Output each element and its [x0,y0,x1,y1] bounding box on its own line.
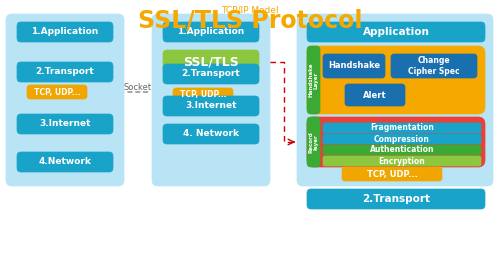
Text: TCP, UDP...: TCP, UDP... [366,169,418,178]
FancyBboxPatch shape [6,14,124,186]
FancyBboxPatch shape [17,22,113,42]
FancyBboxPatch shape [297,14,493,186]
Text: Handshake
Layer: Handshake Layer [308,63,319,97]
FancyBboxPatch shape [152,14,270,186]
FancyBboxPatch shape [307,117,485,167]
Text: 1.Application: 1.Application [32,28,98,36]
FancyBboxPatch shape [163,22,259,42]
Text: Compression: Compression [374,135,430,143]
Text: Change
Cipher Spec: Change Cipher Spec [408,56,460,76]
Text: 4.Network: 4.Network [38,158,92,166]
Text: Alert: Alert [363,91,387,99]
Text: 2.Transport: 2.Transport [362,194,430,204]
Text: TCP, UDP...: TCP, UDP... [180,91,226,99]
FancyBboxPatch shape [17,114,113,134]
FancyBboxPatch shape [163,96,259,116]
Text: Socket: Socket [124,84,152,92]
Text: 2.Transport: 2.Transport [182,69,240,79]
Text: 3.Internet: 3.Internet [39,120,91,128]
Text: 1.Application: 1.Application [178,28,244,36]
FancyBboxPatch shape [163,50,259,74]
FancyBboxPatch shape [27,85,87,99]
Text: TCP/IP Model: TCP/IP Model [221,6,279,14]
Text: SSL/TLS: SSL/TLS [183,55,239,69]
FancyBboxPatch shape [307,46,320,114]
FancyBboxPatch shape [323,145,481,155]
Text: Encryption: Encryption [378,157,426,166]
Text: Application: Application [362,27,430,37]
FancyBboxPatch shape [342,167,442,181]
FancyBboxPatch shape [173,88,233,102]
FancyBboxPatch shape [17,62,113,82]
Text: 2.Transport: 2.Transport [36,68,94,76]
FancyBboxPatch shape [17,152,113,172]
Text: 3.Internet: 3.Internet [185,102,237,110]
FancyBboxPatch shape [323,134,481,144]
FancyBboxPatch shape [323,123,481,133]
Text: Authentication: Authentication [370,146,434,154]
FancyBboxPatch shape [307,189,485,209]
FancyBboxPatch shape [307,117,320,167]
Text: 4. Network: 4. Network [183,129,239,139]
Text: SSL/TLS Protocol: SSL/TLS Protocol [138,8,362,32]
Text: Record
layer: Record layer [308,131,319,153]
FancyBboxPatch shape [323,156,481,166]
FancyBboxPatch shape [307,46,485,114]
FancyBboxPatch shape [323,54,385,78]
FancyBboxPatch shape [307,22,485,42]
FancyBboxPatch shape [391,54,477,78]
Text: Handshake: Handshake [328,61,380,70]
Text: Fragmentation: Fragmentation [370,124,434,132]
FancyBboxPatch shape [163,64,259,84]
FancyBboxPatch shape [163,124,259,144]
Text: TCP, UDP...: TCP, UDP... [34,87,80,96]
FancyBboxPatch shape [345,84,405,106]
